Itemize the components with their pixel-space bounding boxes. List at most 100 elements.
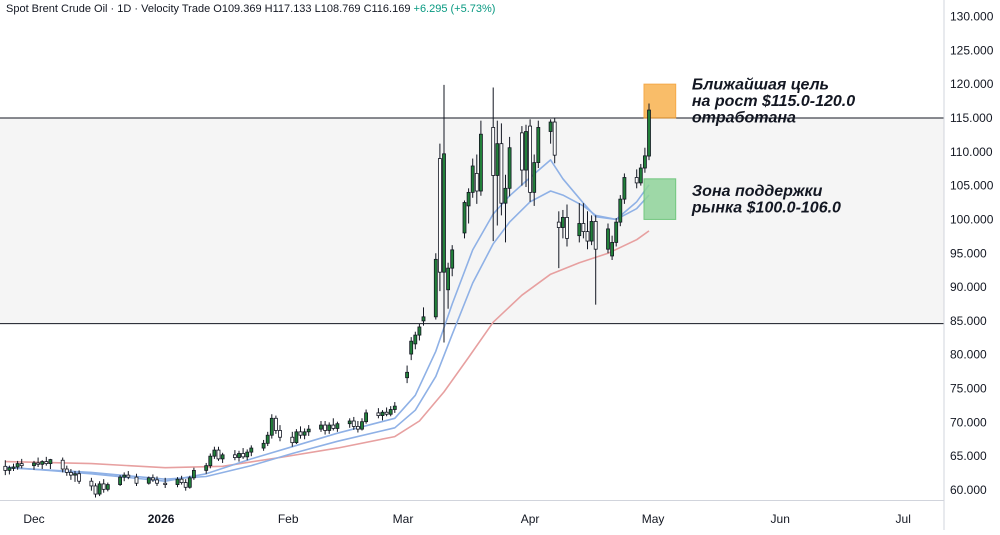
candle-body xyxy=(3,465,8,471)
candle xyxy=(417,323,422,341)
y-tick-label: 80.000 xyxy=(950,348,987,362)
candle-body xyxy=(36,462,40,465)
x-tick-label: Jul xyxy=(896,512,911,526)
candle-body xyxy=(48,459,53,465)
candle xyxy=(155,476,159,486)
candle xyxy=(532,154,537,206)
candle-body xyxy=(589,221,594,242)
candle-body xyxy=(507,147,512,189)
candle xyxy=(278,425,282,442)
candle xyxy=(437,143,442,292)
candle-body xyxy=(585,231,590,242)
candle xyxy=(565,204,569,247)
candle-body xyxy=(478,133,483,192)
candle-body xyxy=(351,420,356,427)
candle xyxy=(634,169,639,189)
candle xyxy=(122,472,127,482)
candle xyxy=(405,365,410,384)
candle-body xyxy=(392,405,397,410)
candle-body xyxy=(73,473,77,476)
candle xyxy=(409,337,414,361)
candle-body xyxy=(150,477,155,481)
candle-body xyxy=(191,469,196,479)
symbol-title: Spot Brent Crude Oil · 1D · Velocity Tra… xyxy=(6,3,211,15)
candle xyxy=(470,158,475,198)
candle-body xyxy=(294,431,299,444)
candle xyxy=(175,477,180,488)
candle xyxy=(355,421,360,433)
candle-body xyxy=(44,461,49,465)
candle-body xyxy=(278,430,282,438)
close-value: C116.169 xyxy=(363,3,411,15)
candle-body xyxy=(64,468,69,473)
candle xyxy=(643,147,647,173)
ema-fast-line xyxy=(5,159,650,482)
candle xyxy=(150,474,155,482)
candle-body xyxy=(450,249,455,269)
candle xyxy=(69,469,73,480)
y-tick-label: 65.000 xyxy=(950,449,987,463)
candle-body xyxy=(643,155,647,169)
candle xyxy=(589,215,594,246)
candle xyxy=(93,483,98,498)
candle-body xyxy=(163,482,168,485)
candle-body xyxy=(417,326,422,336)
candle xyxy=(503,174,508,243)
candle-body xyxy=(220,454,225,460)
candle-body xyxy=(462,202,467,234)
candle xyxy=(191,467,196,480)
candle xyxy=(606,223,610,254)
candle xyxy=(15,460,20,470)
candle xyxy=(413,331,418,350)
candle xyxy=(32,460,36,470)
candle-body xyxy=(7,467,12,471)
candle-body xyxy=(204,465,209,471)
x-tick-label: Feb xyxy=(278,512,299,526)
candle-body xyxy=(212,449,217,457)
x-tick-label: Apr xyxy=(521,512,540,526)
candle-body xyxy=(622,177,627,200)
candle-body xyxy=(552,121,557,156)
candle xyxy=(421,307,426,326)
candle-body xyxy=(32,462,36,467)
candle-body xyxy=(647,109,651,157)
candle xyxy=(249,445,254,457)
candle-body xyxy=(155,479,159,484)
candle-body xyxy=(241,453,246,458)
candle xyxy=(577,203,582,243)
candle xyxy=(462,200,467,239)
candle xyxy=(273,415,278,434)
candle xyxy=(237,450,241,462)
candle xyxy=(77,470,81,484)
candle-body xyxy=(319,424,323,430)
candle xyxy=(347,418,352,428)
target-annotation-line: отработана xyxy=(692,110,796,127)
candle xyxy=(232,450,237,461)
candle-body xyxy=(634,177,639,184)
candle-body xyxy=(442,153,446,273)
candle xyxy=(474,154,479,204)
candle xyxy=(585,211,590,250)
candle-body xyxy=(565,216,569,239)
candle xyxy=(101,479,106,493)
candle-body xyxy=(466,191,471,207)
candle xyxy=(7,465,12,475)
candle xyxy=(187,475,192,489)
candle-body xyxy=(265,434,270,444)
x-tick-label: Dec xyxy=(23,512,44,526)
candle xyxy=(520,126,524,186)
candle-body xyxy=(101,483,106,490)
x-tick-label: Mar xyxy=(393,512,414,526)
candle-body xyxy=(232,454,237,458)
candle xyxy=(561,209,565,239)
candle xyxy=(478,120,483,196)
candle-body xyxy=(327,424,332,431)
candle-body xyxy=(302,431,307,436)
candle-body xyxy=(249,447,254,453)
candle-body xyxy=(179,478,184,483)
candle xyxy=(647,103,651,161)
candle-body xyxy=(474,173,479,192)
candle-body xyxy=(355,426,360,430)
